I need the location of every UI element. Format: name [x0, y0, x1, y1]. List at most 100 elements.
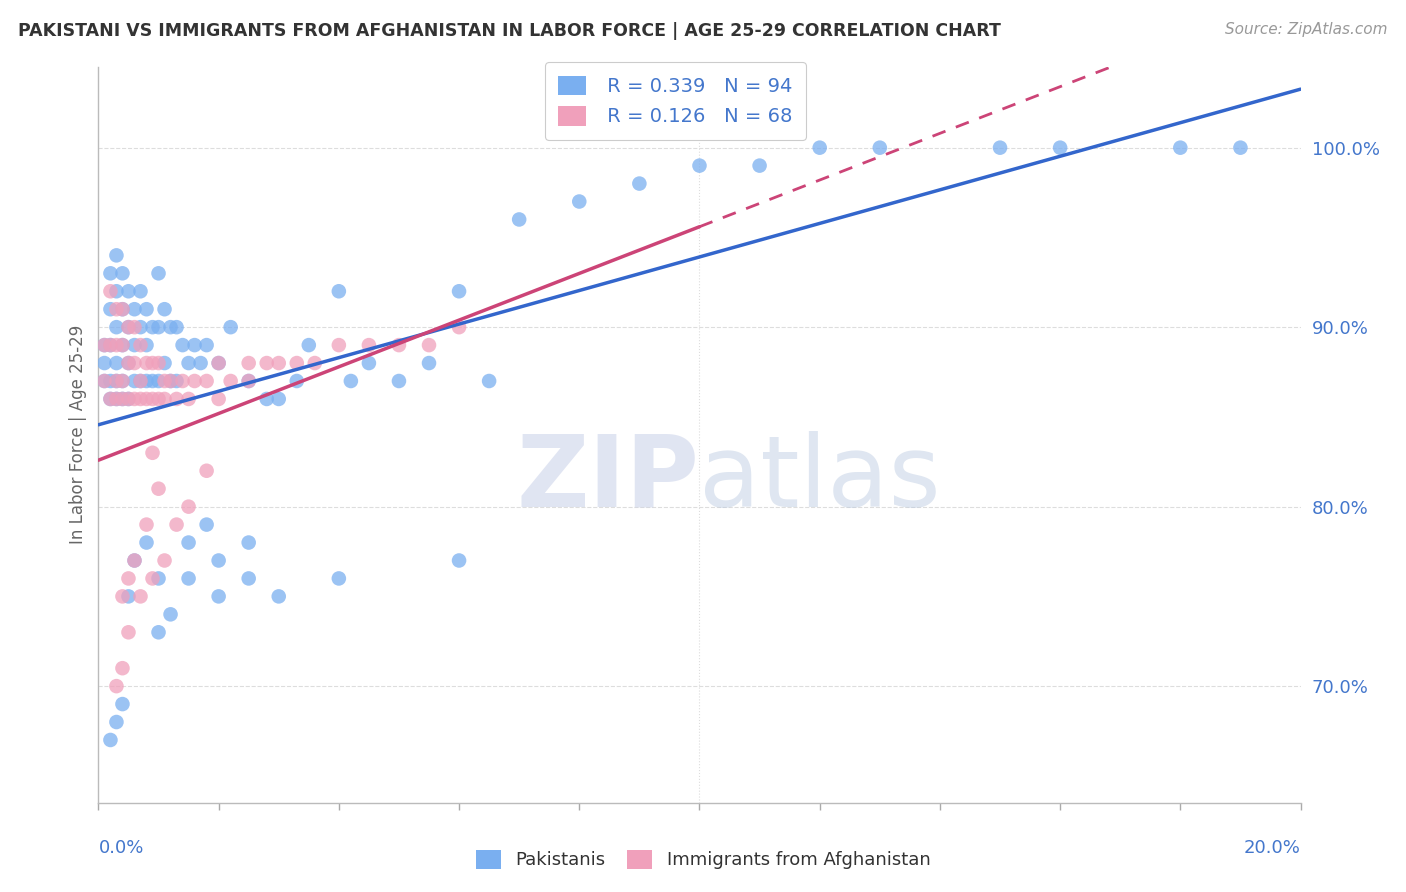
Point	[1229, 141, 1251, 155]
Point	[153, 374, 176, 388]
Point	[159, 320, 181, 334]
Point	[111, 338, 134, 352]
Point	[117, 590, 139, 604]
Point	[100, 392, 122, 406]
Point	[447, 285, 470, 299]
Point	[111, 392, 134, 406]
Point	[195, 464, 218, 478]
Point	[328, 285, 350, 299]
Point	[105, 714, 128, 729]
Point	[100, 338, 122, 352]
Point	[93, 356, 115, 370]
Point	[208, 392, 231, 406]
Point	[105, 338, 128, 352]
Point	[129, 338, 152, 352]
Point	[153, 392, 176, 406]
Point	[208, 356, 231, 370]
Y-axis label: In Labor Force | Age 25-29: In Labor Force | Age 25-29	[69, 326, 87, 544]
Point	[135, 356, 157, 370]
Point	[141, 571, 163, 585]
Point	[124, 553, 146, 567]
Point	[166, 517, 188, 532]
Point	[177, 571, 200, 585]
Point	[238, 535, 260, 549]
Point	[124, 392, 146, 406]
Point	[117, 285, 139, 299]
Point	[172, 338, 194, 352]
Point	[111, 338, 134, 352]
Text: Source: ZipAtlas.com: Source: ZipAtlas.com	[1225, 22, 1388, 37]
Point	[124, 302, 146, 317]
Point	[117, 392, 139, 406]
Point	[159, 374, 181, 388]
Point	[129, 285, 152, 299]
Legend: Pakistanis, Immigrants from Afghanistan: Pakistanis, Immigrants from Afghanistan	[467, 841, 939, 879]
Point	[100, 266, 122, 280]
Point	[285, 374, 308, 388]
Point	[93, 338, 115, 352]
Point	[183, 338, 205, 352]
Point	[238, 571, 260, 585]
Point	[208, 590, 231, 604]
Point	[141, 356, 163, 370]
Point	[328, 338, 350, 352]
Point	[208, 356, 231, 370]
Point	[628, 177, 651, 191]
Point	[129, 374, 152, 388]
Point	[111, 266, 134, 280]
Point	[105, 320, 128, 334]
Point	[267, 356, 290, 370]
Point	[172, 374, 194, 388]
Point	[100, 302, 122, 317]
Point	[93, 374, 115, 388]
Point	[148, 374, 170, 388]
Point	[153, 356, 176, 370]
Point	[111, 302, 134, 317]
Point	[447, 553, 470, 567]
Point	[177, 356, 200, 370]
Point	[129, 392, 152, 406]
Point	[111, 374, 134, 388]
Point	[129, 374, 152, 388]
Point	[141, 320, 163, 334]
Point	[148, 356, 170, 370]
Text: ZIP: ZIP	[516, 431, 699, 527]
Point	[267, 590, 290, 604]
Point	[135, 392, 157, 406]
Point	[508, 212, 530, 227]
Point	[869, 141, 891, 155]
Point	[100, 733, 122, 747]
Point	[177, 392, 200, 406]
Point	[988, 141, 1011, 155]
Text: atlas: atlas	[699, 431, 941, 527]
Point	[219, 320, 242, 334]
Point	[148, 625, 170, 640]
Point	[111, 590, 134, 604]
Point	[124, 553, 146, 567]
Point	[105, 679, 128, 693]
Point	[117, 392, 139, 406]
Point	[388, 374, 411, 388]
Point	[219, 374, 242, 388]
Text: PAKISTANI VS IMMIGRANTS FROM AFGHANISTAN IN LABOR FORCE | AGE 25-29 CORRELATION : PAKISTANI VS IMMIGRANTS FROM AFGHANISTAN…	[18, 22, 1001, 40]
Point	[195, 517, 218, 532]
Point	[183, 374, 205, 388]
Point	[388, 338, 411, 352]
Point	[166, 374, 188, 388]
Point	[124, 320, 146, 334]
Point	[111, 661, 134, 675]
Point	[166, 320, 188, 334]
Point	[100, 285, 122, 299]
Point	[135, 338, 157, 352]
Point	[447, 320, 470, 334]
Point	[357, 338, 380, 352]
Point	[238, 374, 260, 388]
Point	[285, 356, 308, 370]
Point	[135, 374, 157, 388]
Point	[135, 535, 157, 549]
Text: 0.0%: 0.0%	[98, 838, 143, 856]
Point	[105, 285, 128, 299]
Point	[105, 374, 128, 388]
Point	[105, 374, 128, 388]
Point	[478, 374, 501, 388]
